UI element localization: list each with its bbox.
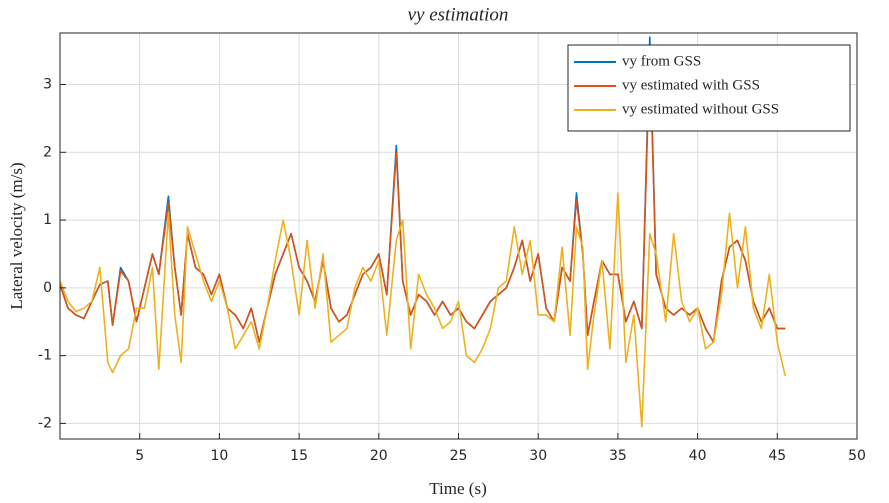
series-lines — [60, 36, 787, 428]
legend-label: vy from GSS — [622, 53, 701, 69]
legend-label: vy estimated without GSS — [622, 101, 779, 117]
x-axis-label: Time (s) — [429, 479, 486, 498]
x-tick-label: 40 — [689, 448, 707, 464]
y-tick-label: 2 — [43, 144, 52, 160]
x-tick-label: 20 — [370, 448, 388, 464]
x-tick-label: 45 — [768, 448, 786, 464]
x-tick-label: 35 — [609, 448, 627, 464]
x-tick-label: 25 — [450, 448, 468, 464]
y-tick-label: -1 — [38, 348, 52, 364]
x-tick-label: 5 — [135, 448, 144, 464]
y-tick-label: 0 — [43, 280, 52, 296]
chart-title: vy estimation — [408, 4, 509, 25]
legend-box — [567, 44, 851, 132]
y-axis-label: Lateral velocity (m/s) — [7, 162, 26, 309]
x-tick-label: 50 — [848, 448, 866, 464]
legend: vy from GSS vy estimated with GSS vy estim… — [567, 44, 851, 132]
x-tick-label: 30 — [529, 448, 547, 464]
x-tick-label: 15 — [290, 448, 308, 464]
y-tick-label: -2 — [38, 415, 52, 431]
y-tick-label: 1 — [43, 212, 52, 228]
x-tick-label: 10 — [210, 448, 228, 464]
series-line — [60, 192, 787, 428]
legend-label: vy estimated with GSS — [622, 77, 760, 93]
y-tick-label: 3 — [43, 77, 52, 93]
